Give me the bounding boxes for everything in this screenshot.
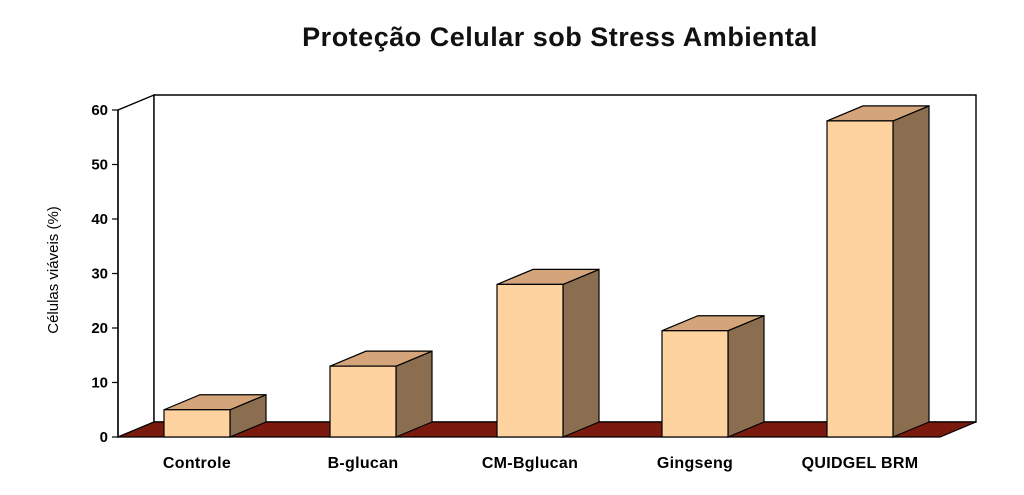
y-tick-label: 10 bbox=[91, 375, 108, 392]
y-tick-label: 50 bbox=[91, 157, 108, 174]
x-tick-label: QUIDGEL BRM bbox=[802, 455, 919, 472]
bar bbox=[661, 314, 765, 438]
y-tick-label: 20 bbox=[91, 320, 108, 337]
bar-front bbox=[661, 330, 729, 438]
bar bbox=[826, 105, 930, 438]
chart-title: Proteção Celular sob Stress Ambiental bbox=[302, 22, 818, 52]
y-tick-label: 60 bbox=[91, 102, 108, 119]
x-tick-label: B-glucan bbox=[328, 455, 399, 472]
y-tick-label: 40 bbox=[91, 211, 108, 228]
chart-walls bbox=[117, 93, 977, 439]
bar-front bbox=[329, 365, 397, 438]
x-tick-label: Gingseng bbox=[657, 455, 733, 472]
y-tick-label: 0 bbox=[100, 429, 108, 446]
bar-front bbox=[496, 283, 564, 438]
bar-front bbox=[163, 409, 231, 438]
left-wall bbox=[117, 93, 155, 439]
y-tick-label: 30 bbox=[91, 266, 108, 283]
bar bbox=[163, 393, 267, 438]
bars bbox=[163, 105, 930, 438]
y-axis: 0 10 20 30 40 50 60 bbox=[91, 102, 119, 446]
bar-side bbox=[892, 105, 930, 438]
bar-side bbox=[727, 314, 765, 438]
x-tick-label: Controle bbox=[163, 455, 231, 472]
bar-side bbox=[562, 268, 600, 438]
x-axis-labels: Controle B-glucan CM-Bglucan Gingseng QUIDGE… bbox=[163, 455, 918, 472]
bar bbox=[496, 268, 600, 438]
bar-front bbox=[826, 120, 894, 438]
x-tick-label: CM-Bglucan bbox=[482, 455, 578, 472]
y-axis-title: Células viáveis (%) bbox=[45, 206, 62, 334]
bar bbox=[329, 350, 433, 438]
